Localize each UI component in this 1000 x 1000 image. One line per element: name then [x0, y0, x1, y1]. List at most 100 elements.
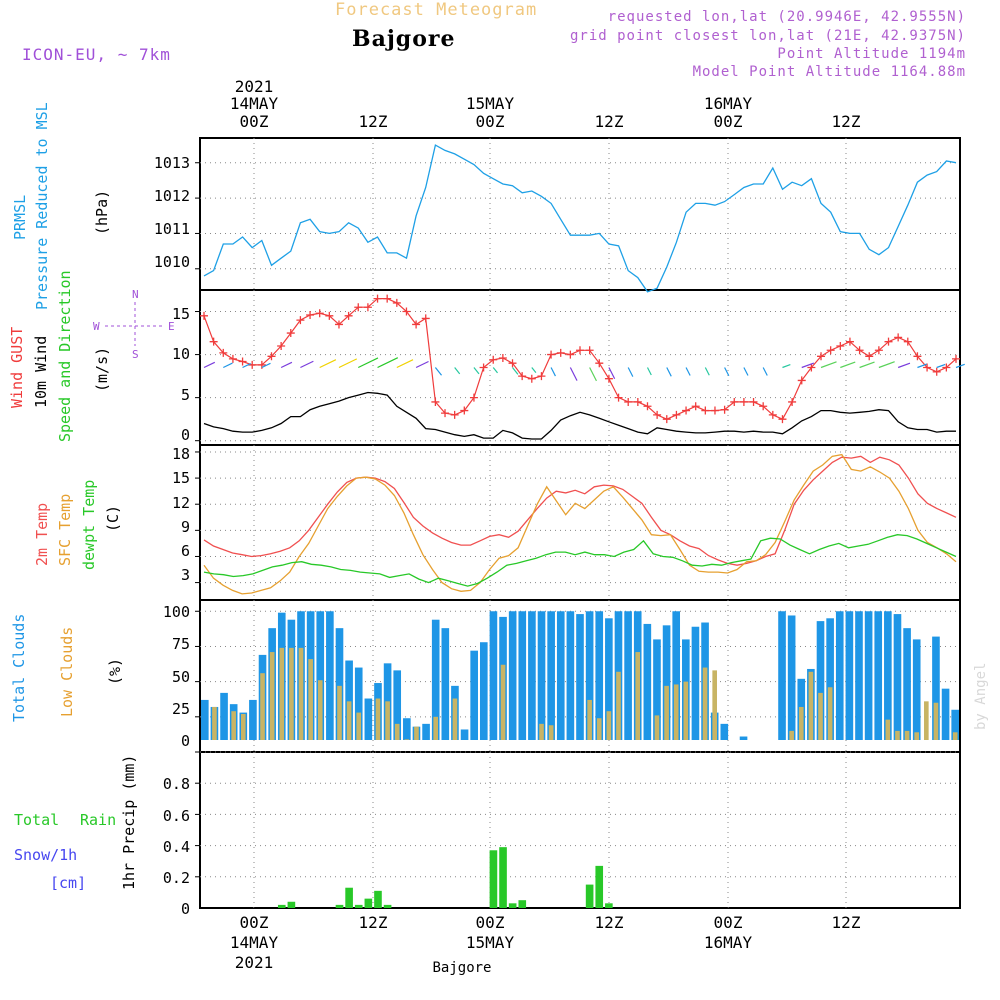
- total-cloud-bar-38: [566, 611, 575, 740]
- wind-arrow-4: [242, 363, 251, 369]
- bottom-date-15may: 15MAY: [466, 933, 515, 952]
- rain-bar-33: [518, 900, 527, 908]
- gust-marker-40: [585, 346, 594, 355]
- gust-marker-27: [460, 406, 469, 415]
- total-cloud-bar-25: [441, 628, 450, 740]
- gust-marker-32: [508, 359, 517, 368]
- pressure-tick-1013: 1013: [154, 154, 190, 172]
- pressure-labels: PRMSL Pressure Reduced to MSL (hPa) 1013…: [11, 102, 190, 310]
- low-cloud-bar-73: [904, 730, 910, 740]
- rain-bar-42: [605, 903, 613, 908]
- gust-marker-63: [807, 363, 816, 372]
- gust-marker-1: [209, 337, 218, 346]
- gust-marker-34: [527, 374, 536, 383]
- gust-marker-13: [325, 311, 334, 320]
- gust-marker-50: [682, 406, 691, 415]
- gust-marker-60: [778, 415, 787, 424]
- gust-marker-77: [942, 363, 951, 372]
- wind-arrow-62: [801, 362, 815, 369]
- gust-marker-72: [894, 333, 903, 342]
- gust-marker-49: [672, 410, 681, 419]
- low-cloud-bar-43: [616, 671, 621, 740]
- gust-marker-37: [556, 348, 565, 357]
- rain-bar-40: [585, 884, 594, 908]
- low-cloud-bar-74: [914, 732, 920, 740]
- grid-lines: [195, 138, 960, 909]
- bottom-tick-4: 00Z: [714, 913, 743, 932]
- low-cloud-bar-40: [587, 699, 592, 740]
- total-cloud-bar-61: [787, 615, 796, 740]
- gust-marker-29: [479, 363, 488, 372]
- top-tick-1: 12Z: [359, 112, 388, 131]
- total-cloud-bar-5: [249, 699, 257, 740]
- gust-marker-78: [952, 354, 960, 363]
- low-cloud-bar-6: [260, 673, 265, 740]
- low-cloud-bar-16: [356, 712, 362, 740]
- total-cloud-bar-49: [672, 611, 681, 740]
- wind-arrow-50: [685, 367, 691, 376]
- total-cloud-bar-0: [201, 699, 209, 740]
- precip-snow-unit: [cm]: [50, 874, 86, 892]
- gust-marker-73: [903, 337, 912, 346]
- low-cloud-bar-36: [548, 725, 554, 740]
- cloud-tick-50: 50: [172, 668, 190, 686]
- precip-ylabel: 1hr Precip (mm): [120, 755, 138, 890]
- total-cloud-bar-67: [845, 611, 854, 740]
- wind-arrow-52: [704, 367, 710, 376]
- top-date-16may: 16MAY: [704, 94, 753, 113]
- wind-gust-label: Wind GUST: [8, 327, 26, 408]
- gust-marker-46: [643, 402, 652, 411]
- temp-2m-line: [203, 455, 957, 566]
- rain-bar-32: [508, 903, 517, 908]
- wind-arrow-22: [415, 360, 429, 369]
- temp-unit: (C): [104, 505, 122, 532]
- low-cloud-bar-4: [240, 714, 246, 740]
- cloud-tick-0: 0: [181, 732, 190, 750]
- total-cloud-bar-66: [835, 611, 844, 740]
- compass-w: W: [93, 320, 100, 333]
- wind-arrow-74: [917, 363, 927, 369]
- bottom-tick-5: 12Z: [832, 913, 861, 932]
- pressure-tick-1012: 1012: [154, 187, 190, 205]
- low-cloud-bar-10: [298, 647, 304, 740]
- requested-coords: requested lon,lat (20.9946E, 42.9555N): [607, 9, 966, 25]
- cloud-tick-100: 100: [163, 603, 190, 621]
- panel-frame-1: [199, 289, 961, 446]
- total-cloud-bar-54: [720, 723, 729, 740]
- bottom-year: 2021: [235, 953, 274, 972]
- total-cloud-bar-44: [624, 611, 632, 740]
- gust-marker-68: [855, 346, 864, 355]
- total-cloud-bar-56: [739, 736, 748, 740]
- footer-location: Bajgore: [432, 960, 491, 976]
- wind-arrow-70: [878, 361, 895, 369]
- rain-bar-17: [364, 898, 373, 908]
- low-cloud-bar-65: [827, 687, 833, 740]
- gust-marker-53: [710, 406, 719, 415]
- precip-tick-0.4: 0.4: [163, 838, 190, 856]
- wind-arrow-72: [897, 362, 911, 369]
- gust-marker-62: [797, 376, 806, 385]
- gust-marker-55: [730, 397, 739, 406]
- top-tick-2: 00Z: [476, 112, 505, 131]
- low-cloud-bar-52: [702, 667, 708, 740]
- wind-labels: Wind GUST 10m Wind Speed and Direction (…: [8, 270, 190, 444]
- cloud-tick-25: 25: [172, 700, 190, 718]
- low-cloud-bar-45: [635, 652, 641, 740]
- total-cloud-bar-32: [508, 611, 517, 740]
- total-cloud-bar-77: [941, 688, 950, 740]
- rain-bar-19: [383, 904, 392, 908]
- gust-marker-18: [373, 294, 382, 303]
- gust-marker-74: [913, 352, 922, 361]
- low-cloud-bar-64: [818, 692, 823, 740]
- total-cloud-bar-74: [912, 639, 921, 740]
- gust-line: [203, 298, 957, 420]
- gust-marker-15: [344, 311, 353, 320]
- bottom-tick-1: 12Z: [359, 913, 388, 932]
- gust-marker-6: [257, 360, 266, 369]
- rain-bar-31: [499, 847, 507, 908]
- gust-marker-39: [576, 346, 584, 355]
- total-cloud-bar-39: [576, 614, 584, 740]
- wind-arrow-18: [377, 357, 399, 369]
- wind-arrow-60: [782, 364, 791, 369]
- total-cloud-bar-64: [816, 621, 825, 740]
